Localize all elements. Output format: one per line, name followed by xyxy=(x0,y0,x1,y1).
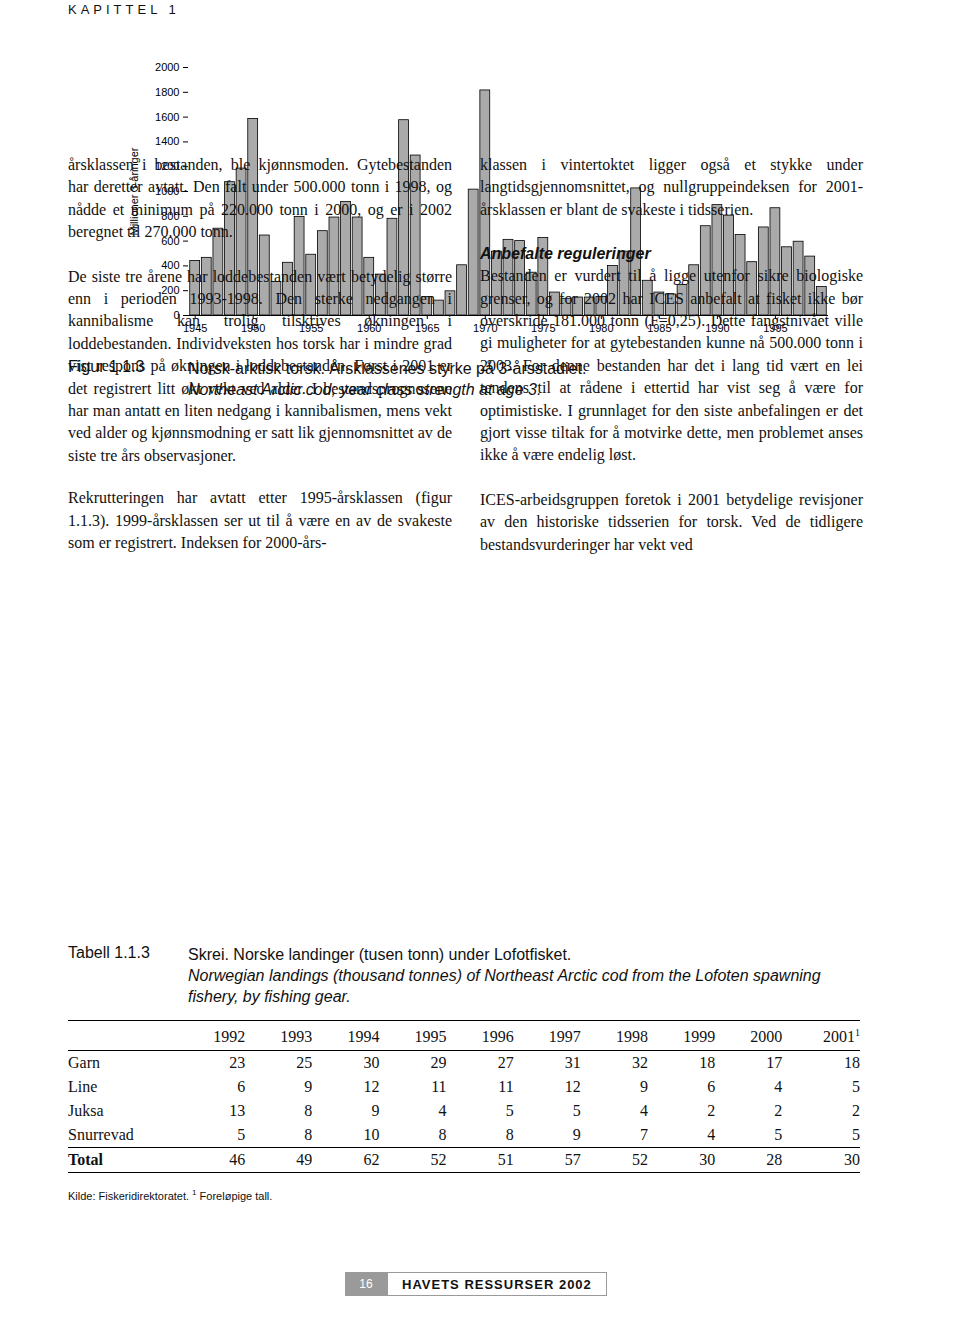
svg-text:2000: 2000 xyxy=(155,61,179,73)
svg-text:1600: 1600 xyxy=(155,111,179,123)
svg-text:1400: 1400 xyxy=(155,135,179,147)
svg-text:1800: 1800 xyxy=(155,86,179,98)
